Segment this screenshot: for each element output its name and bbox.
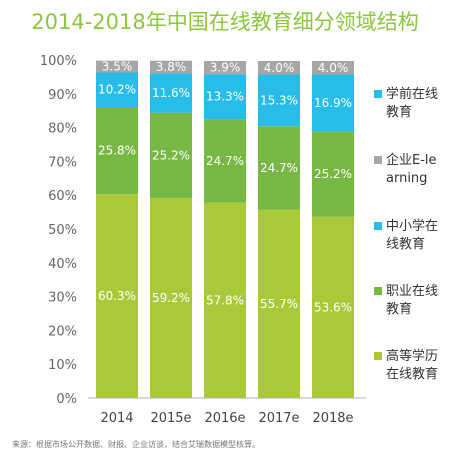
data-label: 3.9% [210, 61, 241, 75]
data-label: 4.0% [264, 61, 295, 75]
bar-segment [258, 209, 300, 398]
bar-segment [96, 194, 138, 398]
y-tick-label: 60% [48, 189, 77, 204]
bar-segment [312, 74, 354, 132]
y-tick-label: 0% [56, 392, 77, 407]
x-tick-label: 2016e [204, 411, 245, 426]
bar-segment [96, 72, 138, 107]
legend-label: 企业E-learning [386, 153, 437, 186]
bar-segment [258, 126, 300, 210]
bar-segment [204, 74, 246, 120]
data-label: 53.6% [314, 300, 352, 314]
bar-segment [96, 106, 138, 195]
data-label: 4.0% [318, 61, 349, 75]
legend-label: 学前在线教育 [386, 87, 439, 120]
legend-label: 高等学历在线教育 [386, 349, 439, 382]
legend-swatch [374, 156, 382, 164]
legend-swatch [374, 90, 382, 98]
data-label: 25.2% [314, 167, 352, 181]
bar-segment [258, 61, 300, 75]
data-label: 15.3% [260, 93, 298, 107]
data-label: 3.5% [102, 60, 133, 74]
legend-label: 中小学在线教育 [386, 219, 439, 252]
y-tick-label: 80% [48, 122, 77, 137]
bar-segment [312, 131, 354, 217]
y-tick-label: 10% [48, 358, 77, 373]
data-label: 25.2% [152, 148, 190, 162]
y-tick-label: 90% [48, 88, 77, 103]
x-tick-label: 2018e [312, 411, 353, 426]
data-label: 24.7% [260, 161, 298, 175]
data-label: 59.2% [152, 291, 190, 305]
data-label: 10.2% [98, 83, 136, 97]
data-label: 25.8% [98, 144, 136, 158]
bar-segment [150, 60, 192, 74]
bar-segment [312, 216, 354, 398]
legend-swatch [374, 287, 382, 295]
bar-segment [312, 61, 354, 75]
data-label: 11.6% [152, 86, 190, 100]
y-tick-label: 100% [40, 54, 77, 69]
data-label: 3.8% [156, 60, 187, 74]
data-label: 24.7% [206, 154, 244, 168]
source-note: 来源：根据市场公开数据、财报、企业访谈，结合艾瑞数据模型核算。 [12, 440, 260, 449]
bar-segment [258, 74, 300, 127]
y-tick-label: 50% [48, 223, 77, 238]
y-tick-label: 20% [48, 324, 77, 339]
data-label: 13.3% [206, 90, 244, 104]
bar-segment [204, 119, 246, 203]
x-tick-label: 2017e [258, 411, 299, 426]
bar-segment [204, 61, 246, 75]
bar-segment [204, 202, 246, 398]
data-label: 60.3% [98, 289, 136, 303]
legend-swatch [374, 222, 382, 230]
data-label: 16.9% [314, 96, 352, 110]
bar-segment [150, 73, 192, 113]
legend-label: 职业在线教育 [386, 284, 439, 317]
bar-segment [96, 60, 138, 73]
y-tick-label: 30% [48, 291, 77, 306]
data-label: 55.7% [260, 297, 298, 311]
y-tick-label: 40% [48, 257, 77, 272]
legend-swatch [374, 352, 382, 360]
chart-title: 2014-2018年中国在线教育细分领域结构 [31, 10, 419, 34]
x-tick-label: 2015e [150, 411, 191, 426]
bar-segment [150, 112, 192, 198]
bar-segment [150, 197, 192, 398]
x-tick-label: 2014 [100, 411, 133, 426]
y-tick-label: 70% [48, 155, 77, 170]
data-label: 57.8% [206, 293, 244, 307]
